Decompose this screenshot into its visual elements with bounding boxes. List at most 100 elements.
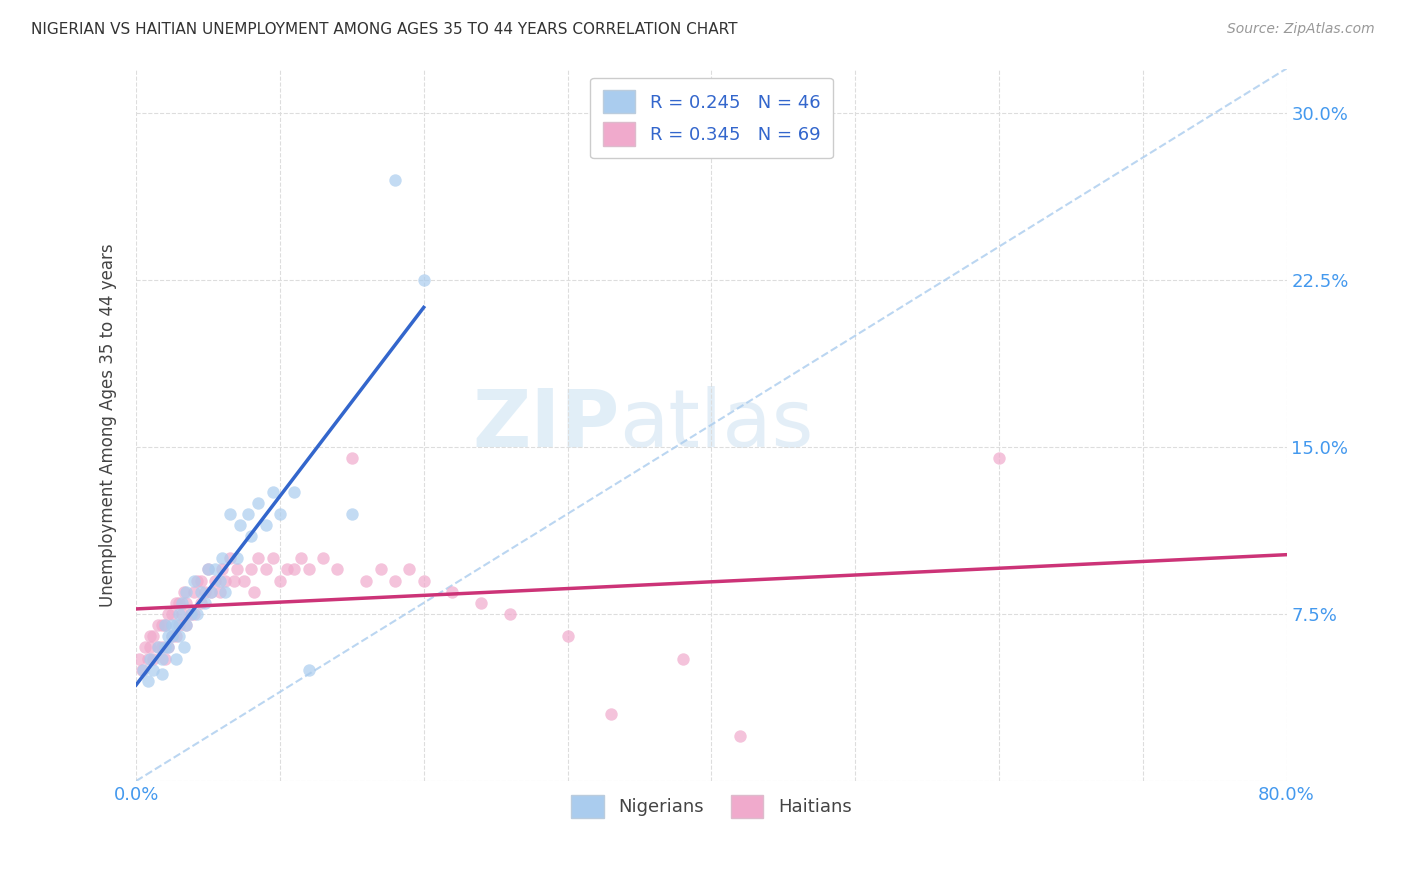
Point [167,629,190,643]
Point [167,596,190,610]
Point [218,551,240,566]
Point [340,507,363,521]
Point [153,618,176,632]
Point [153,640,176,655]
Point [172,607,194,621]
Point [156,640,179,655]
Point [167,607,190,621]
Point [200,584,222,599]
Point [200,584,222,599]
Point [172,596,194,610]
Point [499,607,522,621]
Point [214,574,236,588]
Point [139,651,162,665]
Point [269,574,291,588]
Point [412,574,434,588]
Point [160,618,183,632]
Point [165,651,187,665]
Text: NIGERIAN VS HAITIAN UNEMPLOYMENT AMONG AGES 35 TO 44 YEARS CORRELATION CHART: NIGERIAN VS HAITIAN UNEMPLOYMENT AMONG A… [31,22,737,37]
Point [153,618,176,632]
Point [139,640,162,655]
Point [156,607,179,621]
Point [240,562,263,576]
Point [197,562,219,576]
Point [142,629,165,643]
Point [412,273,434,287]
Point [298,663,321,677]
Point [441,584,464,599]
Point [254,562,277,576]
Point [208,574,231,588]
Point [254,518,277,533]
Point [150,640,173,655]
Point [139,629,162,643]
Point [988,451,1011,466]
Point [214,584,236,599]
Point [165,618,187,632]
Point [176,584,198,599]
Point [146,618,169,632]
Point [728,730,751,744]
Point [283,562,305,576]
Point [142,663,165,677]
Point [384,574,406,588]
Point [131,663,153,677]
Point [190,574,212,588]
Point [247,551,270,566]
Point [312,551,335,566]
Point [142,651,165,665]
Point [156,640,179,655]
Point [222,574,245,588]
Point [183,607,205,621]
Legend: Nigerians, Haitians: Nigerians, Haitians [564,788,859,825]
Point [326,562,349,576]
Point [150,651,173,665]
Point [173,640,195,655]
Point [160,629,183,643]
Point [384,173,406,187]
Point [146,640,169,655]
Point [238,507,260,521]
Point [146,640,169,655]
Point [225,551,247,566]
Point [136,673,159,688]
Point [186,607,208,621]
Point [283,484,305,499]
Text: ZIP: ZIP [472,385,619,464]
Point [290,551,312,566]
Point [269,507,291,521]
Point [160,629,183,643]
Point [183,574,205,588]
Point [262,484,284,499]
Point [167,618,190,632]
Point [671,651,693,665]
Point [128,651,150,665]
Point [176,596,198,610]
Point [228,518,250,533]
Point [218,507,240,521]
Point [165,596,187,610]
Point [186,574,208,588]
Point [470,596,492,610]
Point [197,562,219,576]
Point [194,584,217,599]
Point [173,584,195,599]
Point [225,562,247,576]
Point [211,562,233,576]
Point [340,451,363,466]
Point [176,618,198,632]
Point [165,629,187,643]
Point [211,551,233,566]
Point [204,562,226,576]
Point [208,584,231,599]
Point [150,667,173,681]
Point [190,584,212,599]
Point [247,496,270,510]
Point [233,574,256,588]
Point [243,584,266,599]
Point [156,629,179,643]
Point [194,596,217,610]
Point [136,651,159,665]
Point [134,640,156,655]
Point [276,562,298,576]
